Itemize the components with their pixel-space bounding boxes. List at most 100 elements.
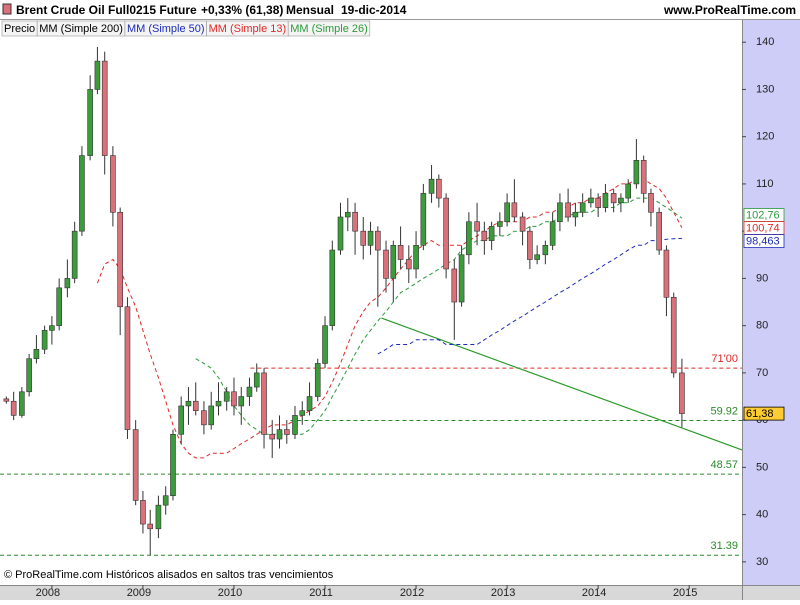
candle-body bbox=[360, 230, 367, 246]
candle-body bbox=[253, 372, 260, 388]
x-tick-label: 2012 bbox=[400, 587, 424, 599]
candle-body bbox=[71, 230, 78, 279]
candle-body bbox=[56, 287, 62, 326]
candle-body bbox=[41, 330, 48, 350]
candle-body bbox=[633, 160, 640, 185]
candle-body bbox=[579, 202, 586, 213]
level-label: 59.92 bbox=[710, 405, 738, 417]
candle-body bbox=[124, 306, 131, 430]
legend-label: Precio bbox=[4, 23, 35, 35]
candle-body bbox=[110, 155, 116, 213]
y-tick-label: 120 bbox=[756, 131, 774, 143]
candle-body bbox=[497, 221, 503, 227]
footer: © ProRealTime.com Históricos alisados en… bbox=[4, 569, 334, 581]
legend-label: MM (Simple 26) bbox=[290, 23, 368, 35]
last-value-box bbox=[743, 406, 785, 421]
candle-body bbox=[663, 249, 670, 298]
x-tick-label: 2009 bbox=[127, 587, 151, 599]
candle-body bbox=[178, 405, 184, 435]
x-tick-label: 2014 bbox=[582, 587, 606, 599]
price-axis-bg bbox=[742, 20, 800, 585]
candle-body bbox=[140, 500, 146, 525]
y-tick-label: 30 bbox=[756, 556, 768, 568]
candle-body bbox=[185, 400, 192, 407]
candle-body bbox=[132, 429, 139, 501]
candle-body bbox=[352, 211, 358, 232]
candle-body bbox=[557, 202, 563, 223]
candle-body bbox=[474, 221, 480, 232]
candle-body bbox=[405, 259, 412, 270]
legend-label: MM (Simple 50) bbox=[127, 23, 205, 35]
candle-body bbox=[49, 325, 55, 331]
candle-body bbox=[466, 221, 472, 256]
y-tick-label: 70 bbox=[756, 367, 768, 379]
x-tick-label: 2011 bbox=[309, 587, 333, 599]
candle-body bbox=[679, 372, 685, 414]
candle-body bbox=[549, 221, 556, 246]
candle-body bbox=[648, 193, 654, 213]
candle-body bbox=[33, 348, 40, 360]
candle-body bbox=[488, 226, 495, 241]
change: +0,33% (61,38) bbox=[201, 3, 283, 17]
candle-body bbox=[534, 254, 540, 260]
candle-body bbox=[261, 372, 267, 435]
candle-body bbox=[595, 197, 601, 208]
legend: Precio MM (Simple 200) MM (Simple 50) MM (S… bbox=[1, 20, 371, 37]
candle-body bbox=[87, 89, 93, 156]
candle-body bbox=[481, 230, 488, 241]
time-axis-bg bbox=[0, 585, 800, 600]
candle-body bbox=[223, 391, 230, 402]
y-tick-label: 90 bbox=[756, 272, 768, 284]
candle-body bbox=[101, 60, 108, 156]
candle-body bbox=[306, 396, 313, 411]
candle-body bbox=[511, 202, 518, 218]
candle-body bbox=[26, 358, 32, 393]
candle-body bbox=[625, 183, 631, 199]
header-icon bbox=[2, 3, 12, 15]
level-label: 71'00 bbox=[711, 353, 738, 365]
candle-body bbox=[367, 230, 374, 246]
candle-body bbox=[246, 386, 253, 397]
candle-body bbox=[375, 230, 381, 251]
candle-body bbox=[397, 245, 404, 260]
candle-body bbox=[322, 325, 328, 364]
candle-body bbox=[117, 211, 123, 308]
candle-body bbox=[147, 523, 154, 530]
candle-body bbox=[155, 504, 162, 530]
moving-average bbox=[96, 178, 683, 459]
date: 19-dic-2014 bbox=[341, 3, 407, 17]
level-label: 48.57 bbox=[710, 459, 738, 471]
candle-body bbox=[565, 202, 571, 218]
x-tick-label: 2015 bbox=[673, 587, 697, 599]
candle-body bbox=[610, 193, 617, 204]
candle-body bbox=[504, 202, 510, 223]
y-tick-label: 130 bbox=[756, 83, 774, 95]
candle-body bbox=[269, 434, 276, 440]
candle-body bbox=[451, 268, 458, 303]
candle-body bbox=[215, 400, 222, 407]
candle-body bbox=[299, 410, 306, 416]
candle-body bbox=[443, 197, 449, 270]
candle-body bbox=[640, 160, 647, 194]
candle-body bbox=[314, 363, 321, 397]
candle-body bbox=[79, 155, 85, 232]
chart-title: Brent Crude Oil Full0215 Future bbox=[16, 3, 197, 17]
candle-body bbox=[276, 429, 283, 440]
candle-body bbox=[572, 211, 579, 218]
candle-body bbox=[201, 410, 207, 426]
candle-body bbox=[618, 197, 624, 204]
candle-body bbox=[292, 415, 298, 435]
legend-box bbox=[287, 20, 371, 37]
candle-body bbox=[337, 216, 344, 251]
last-value-label: 102,76 bbox=[746, 209, 780, 221]
candle-body bbox=[428, 178, 435, 194]
candle-body bbox=[436, 178, 442, 199]
candle-body bbox=[329, 249, 336, 326]
legend-label: MM (Simple 200) bbox=[39, 23, 123, 35]
candle-body bbox=[3, 398, 10, 402]
candle-body bbox=[19, 391, 25, 416]
x-tick-label: 2010 bbox=[218, 587, 242, 599]
candle-body bbox=[519, 216, 526, 232]
candle-body bbox=[383, 249, 389, 279]
